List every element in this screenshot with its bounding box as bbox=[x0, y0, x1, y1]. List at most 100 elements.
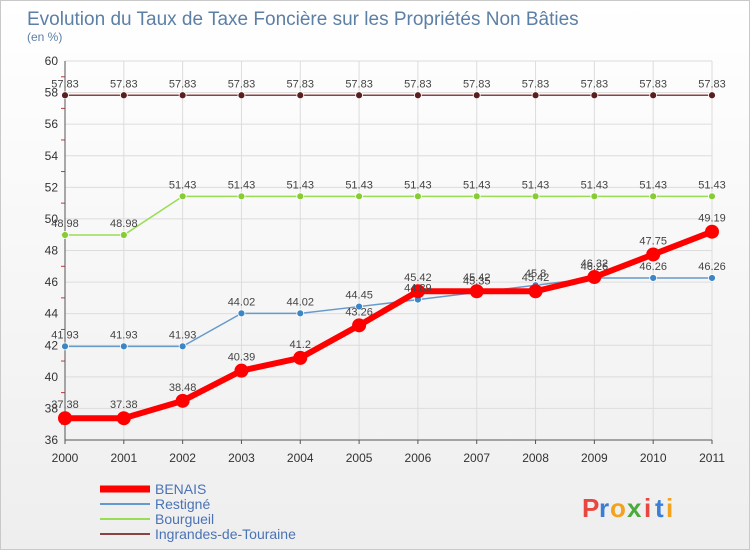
data-label: 45.42 bbox=[463, 272, 491, 284]
data-point bbox=[590, 192, 599, 201]
data-label: 57.83 bbox=[169, 78, 197, 90]
data-label: 44.02 bbox=[228, 296, 256, 308]
data-point bbox=[705, 224, 719, 239]
data-label: 57.83 bbox=[51, 78, 79, 90]
data-point bbox=[237, 91, 246, 100]
x-tick-label: 2002 bbox=[169, 451, 196, 465]
data-label: 48.98 bbox=[51, 218, 79, 230]
data-point bbox=[119, 91, 128, 100]
y-tick-label: 58 bbox=[45, 86, 59, 100]
x-tick-label: 2008 bbox=[522, 451, 549, 465]
y-tick-label: 48 bbox=[45, 244, 59, 258]
data-point bbox=[355, 302, 363, 311]
y-tick-label: 52 bbox=[45, 180, 59, 194]
data-point bbox=[590, 91, 599, 100]
y-tick-label: 46 bbox=[45, 275, 59, 289]
data-point bbox=[708, 91, 716, 100]
data-point bbox=[58, 411, 72, 426]
axes: 36 38 40 42 44 46 48 50 52 54 56 58 60 2000 2001 2002 20… bbox=[45, 54, 726, 465]
series-line-2 bbox=[65, 195, 712, 236]
data-label: 57.83 bbox=[698, 78, 726, 90]
data-point bbox=[293, 350, 308, 365]
y-tick-label: 38 bbox=[45, 401, 59, 415]
data-label: 41.93 bbox=[110, 329, 138, 341]
logo-letter: r bbox=[599, 493, 609, 523]
data-point bbox=[61, 231, 69, 239]
y-tick-label: 42 bbox=[45, 338, 59, 352]
y-tick-label: 50 bbox=[45, 212, 59, 226]
data-label: 38.48 bbox=[169, 382, 197, 394]
data-point bbox=[116, 411, 131, 426]
data-point bbox=[119, 342, 128, 351]
data-point bbox=[472, 192, 481, 201]
data-label: 51.43 bbox=[228, 179, 256, 191]
data-label: 57.83 bbox=[404, 78, 432, 90]
data-point bbox=[296, 192, 305, 201]
data-label: 57.83 bbox=[581, 78, 609, 90]
data-point bbox=[587, 270, 602, 285]
data-point bbox=[414, 192, 422, 201]
data-point bbox=[352, 318, 367, 333]
data-point bbox=[410, 284, 425, 299]
data-label: 51.43 bbox=[698, 179, 726, 191]
data-label: 44.02 bbox=[287, 296, 315, 308]
data-label: 46.26 bbox=[639, 261, 667, 273]
data-label: 37.38 bbox=[110, 399, 138, 411]
data-point bbox=[237, 192, 246, 201]
data-labels: 57.83 57.83 57.83 57.83 57.83 57.83 57.83 57.83… bbox=[51, 78, 726, 411]
x-tick-label: 2011 bbox=[699, 451, 725, 465]
legend-label-1: Restigné bbox=[155, 496, 210, 512]
data-label: 51.43 bbox=[404, 179, 432, 191]
y-tick-label: 36 bbox=[45, 433, 59, 447]
data-label: 45.42 bbox=[522, 272, 550, 284]
data-label: 57.83 bbox=[228, 78, 256, 90]
data-point bbox=[234, 363, 249, 378]
x-tick-label: 2000 bbox=[52, 451, 79, 465]
data-point bbox=[296, 309, 305, 318]
x-tick-label: 2010 bbox=[640, 451, 667, 465]
data-label: 45.8 bbox=[525, 268, 546, 280]
logo-letter: P bbox=[582, 493, 599, 523]
x-tick-label: 2003 bbox=[228, 451, 255, 465]
series-line-0 bbox=[65, 228, 714, 422]
chart-subtitle: (en %) bbox=[27, 30, 62, 44]
data-label: 44.89 bbox=[404, 283, 432, 295]
x-tick-label: 2004 bbox=[287, 451, 314, 465]
legend-label-3: Ingrandes-de-Touraine bbox=[155, 526, 296, 542]
logo-letter: o bbox=[610, 493, 626, 523]
chart-title: Evolution du Taux de Taxe Foncière sur l… bbox=[27, 9, 579, 30]
data-label: 57.83 bbox=[287, 78, 315, 90]
data-point bbox=[175, 393, 190, 408]
data-point bbox=[178, 91, 187, 100]
data-label: 46.26 bbox=[698, 261, 726, 273]
x-tick-label: 2009 bbox=[581, 451, 608, 465]
data-point bbox=[296, 91, 305, 100]
logo-letter: x bbox=[627, 493, 642, 523]
data-label: 57.83 bbox=[639, 78, 667, 90]
data-label: 46.26 bbox=[581, 261, 609, 273]
legend-label-2: Bourgueil bbox=[155, 511, 214, 527]
data-point bbox=[61, 91, 69, 100]
data-label: 51.43 bbox=[287, 179, 315, 191]
data-point bbox=[708, 274, 716, 282]
series-line-1 bbox=[65, 277, 712, 348]
data-label: 51.43 bbox=[522, 179, 550, 191]
data-point bbox=[178, 192, 187, 201]
x-tick-label: 2007 bbox=[463, 451, 490, 465]
data-label: 45.35 bbox=[463, 275, 491, 287]
x-tick-label: 2006 bbox=[405, 451, 432, 465]
data-label: 43.26 bbox=[345, 306, 373, 318]
data-label: 37.38 bbox=[51, 399, 79, 411]
series-layer bbox=[58, 91, 719, 426]
data-label: 46.32 bbox=[581, 258, 609, 270]
legend: BENAISRestignéBourgueilIngrandes-de-Tour… bbox=[100, 481, 296, 542]
data-point bbox=[237, 309, 246, 318]
data-label: 47.75 bbox=[639, 235, 667, 247]
data-point bbox=[61, 342, 69, 351]
data-label: 49.19 bbox=[698, 213, 726, 225]
data-point bbox=[649, 274, 658, 282]
data-label: 48.98 bbox=[110, 218, 138, 230]
data-label: 51.43 bbox=[345, 179, 373, 191]
